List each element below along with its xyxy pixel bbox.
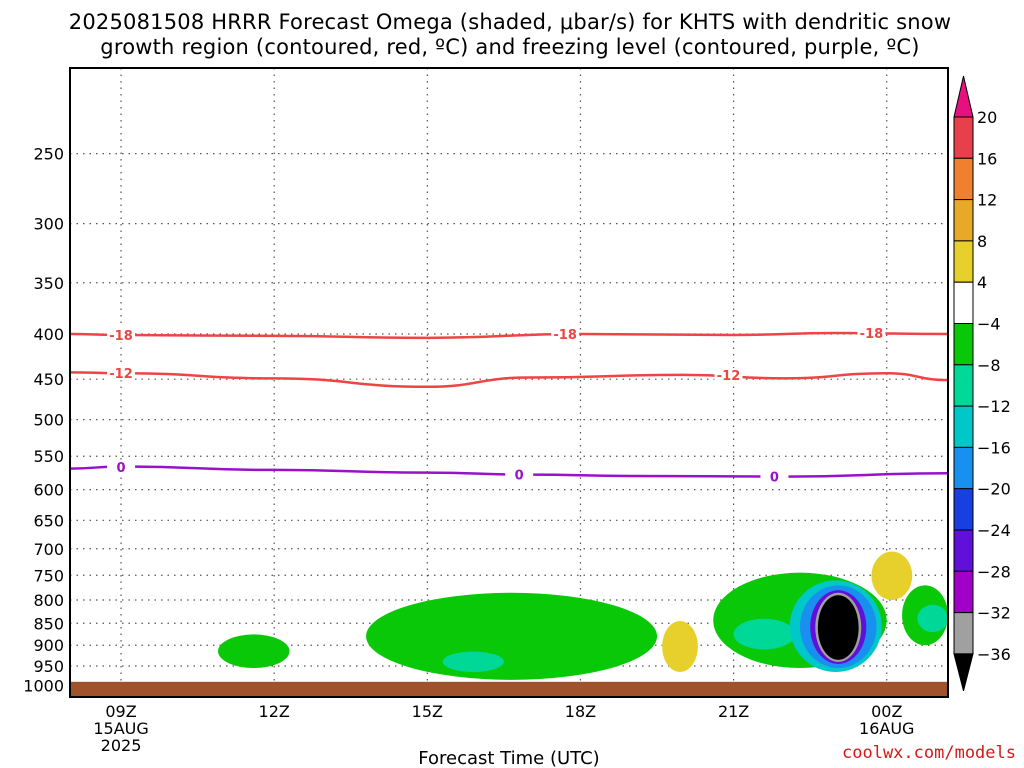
y-tick-label: 750 <box>33 566 64 585</box>
contour-label-bg <box>107 460 136 475</box>
contour-label-bg <box>551 327 580 342</box>
y-tick-label: 650 <box>33 511 64 530</box>
contour-label: -18 <box>553 328 577 343</box>
colorbar-label: −16 <box>977 438 1011 457</box>
y-tick-label: 450 <box>33 370 64 389</box>
y-tick-label: 900 <box>33 636 64 655</box>
surface-fill <box>70 681 948 697</box>
x-tick-label: 00Z <box>871 702 902 721</box>
colorbar-label: −36 <box>977 645 1011 664</box>
x-tick-label: 21Z <box>718 702 749 721</box>
omega-shading <box>218 551 948 680</box>
colorbar-top-arrow <box>953 75 974 118</box>
y-tick-label: 600 <box>33 481 64 500</box>
y-axis-tick-labels: 250 300 350 400 450 500 550 600 650 700 750 800 850 9… <box>23 145 64 696</box>
colorbar-label: −20 <box>977 480 1011 499</box>
contour-line-neg12 <box>69 371 949 389</box>
plot-border <box>69 67 949 698</box>
contour-label-bg <box>760 469 789 484</box>
y-tick-label: 300 <box>33 215 64 234</box>
colorbar-swatch <box>953 570 974 614</box>
colorbar-label: −4 <box>977 315 1001 334</box>
contour-lines: -18 -18 -18 -12 -12 0 0 0 <box>69 326 949 486</box>
colorbar-swatch <box>953 612 974 655</box>
colorbar-swatch <box>953 323 974 366</box>
colorbar-bottom-arrow <box>953 653 974 692</box>
omega-region-neg8 <box>442 651 504 672</box>
chart-title-line-1: 2025081508 HRRR Forecast Omega (shaded, … <box>69 10 951 34</box>
contour-label: -18 <box>109 329 133 344</box>
y-tick-label: 550 <box>33 447 64 466</box>
omega-region-neg8 <box>733 618 795 650</box>
x-tick-label: 15Z <box>412 702 443 721</box>
colorbar-swatch <box>953 199 974 242</box>
y-tick-label: 250 <box>33 145 64 164</box>
colorbar-label: 8 <box>977 232 987 251</box>
x-tick-label: 12Z <box>259 702 290 721</box>
omega-region-neg8 <box>917 604 948 633</box>
contour-label-bg <box>714 367 743 382</box>
y-tick-label: 950 <box>33 657 64 676</box>
x-tick-label: 16AUG <box>859 719 914 738</box>
colorbar-label: 4 <box>977 273 987 292</box>
omega-region-neg4 <box>366 592 658 680</box>
colorbar-label: −28 <box>977 562 1011 581</box>
colorbar-label: 20 <box>977 108 997 127</box>
omega-region-neg36 <box>817 595 859 660</box>
colorbar-swatch <box>953 157 974 201</box>
x-tick-label: 09Z <box>105 702 136 721</box>
colorbar-swatch <box>953 529 974 572</box>
x-tick-label: 15AUG <box>93 719 148 738</box>
omega-region-4 <box>871 551 913 601</box>
colorbar-swatch <box>953 405 974 448</box>
contour-label-bg <box>107 327 136 342</box>
y-tick-label: 400 <box>33 325 64 344</box>
contour-line-neg18 <box>69 331 949 340</box>
omega-region-4 <box>662 621 698 672</box>
contour-label: -18 <box>860 327 884 342</box>
contour-label-bg <box>505 467 534 482</box>
y-tick-label: 350 <box>33 274 64 293</box>
chart-title-line-2: growth region (contoured, red, ºC) and f… <box>100 35 919 59</box>
contour-label: 0 <box>117 461 126 476</box>
colorbar-swatch <box>953 488 974 531</box>
colorbar-swatch <box>953 446 974 490</box>
colorbar-label: −32 <box>977 604 1011 623</box>
y-tick-label: 700 <box>33 540 64 559</box>
colorbar-label: −8 <box>977 356 1001 375</box>
contour-label: 0 <box>515 469 524 484</box>
x-tick-label: 2025 <box>101 736 142 755</box>
y-tick-label: 850 <box>33 614 64 633</box>
y-tick-label: 500 <box>33 411 64 430</box>
ground-surface <box>70 681 948 697</box>
y-tick-label: 1000 <box>23 677 64 696</box>
grid-lines <box>70 68 948 697</box>
colorbar-swatch <box>953 116 974 159</box>
watermark-text: coolwx.com/models <box>842 743 1016 763</box>
x-axis-title: Forecast Time (UTC) <box>418 748 599 768</box>
contour-label: 0 <box>770 471 779 486</box>
colorbar-label: −24 <box>977 521 1011 540</box>
colorbar-swatch <box>953 364 974 407</box>
colorbar: 20 16 12 8 4 −4 −8 −12 −16 −20 −24 −28 −32 −36 <box>953 75 1011 692</box>
contour-label: -12 <box>717 369 741 384</box>
colorbar-swatch <box>953 281 974 325</box>
plot-frame <box>69 67 949 698</box>
colorbar-swatch <box>953 240 974 283</box>
x-tick-label: 18Z <box>565 702 596 721</box>
y-tick-label: 800 <box>33 591 64 610</box>
omega-region-neg4 <box>218 634 290 668</box>
contour-label: -12 <box>109 367 133 382</box>
colorbar-label: 12 <box>977 191 997 210</box>
contour-label-bg <box>857 326 886 341</box>
contour-label-bg <box>107 366 136 381</box>
colorbar-label: 16 <box>977 149 997 168</box>
colorbar-label: −12 <box>977 397 1011 416</box>
